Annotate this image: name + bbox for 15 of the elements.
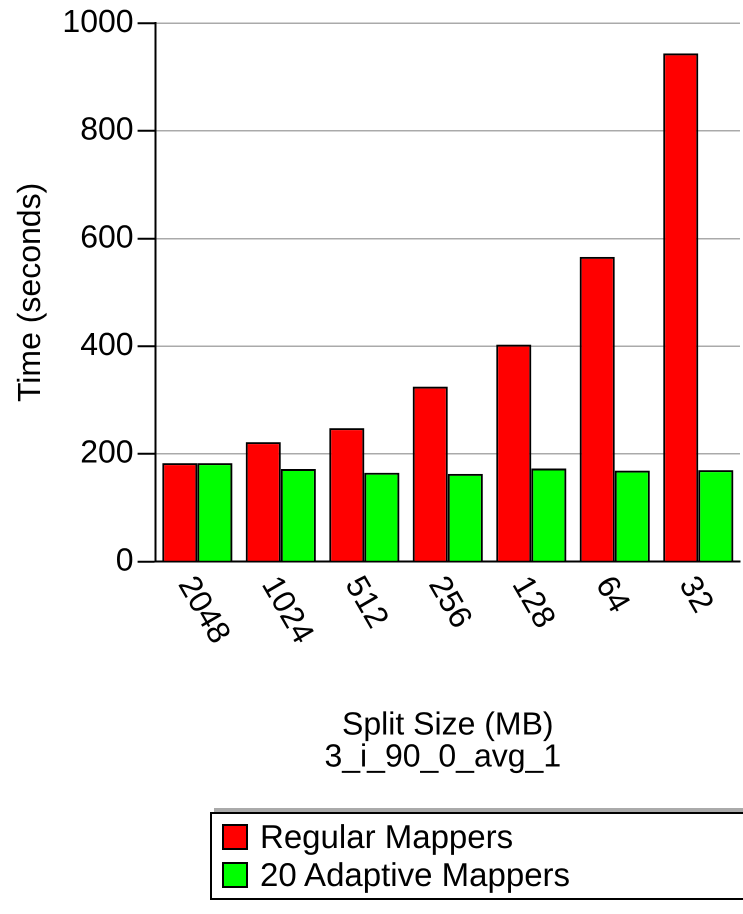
y-tick-label: 600 [80,218,134,254]
x-tick-label: 512 [338,570,396,634]
y-tick-label: 800 [80,110,134,147]
x-tick-label: 128 [506,570,564,634]
y-tick-label: 0 [116,541,134,578]
y-tick-label: 400 [80,326,134,362]
y-axis-title: Time (seconds) [11,182,48,402]
x-tick-label: 64 [589,570,638,618]
legend-label: 20 Adaptive Mappers [260,856,570,894]
y-tick-label: 200 [80,434,134,470]
x-tick-label: 256 [422,570,480,634]
x-tick-label: 32 [672,570,722,618]
legend-label: Regular Mappers [260,818,514,856]
y-tick-label: 1000 [62,3,134,40]
x-axis-title: Split Size (MB) [342,706,554,742]
